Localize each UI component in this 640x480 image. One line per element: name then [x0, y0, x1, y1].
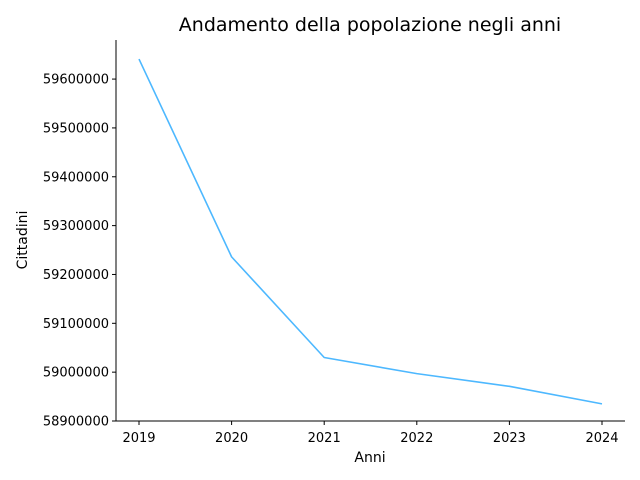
x-tick-label: 2021	[308, 431, 341, 446]
x-tick-label: 2023	[493, 431, 526, 446]
series-line	[138, 58, 603, 405]
plot-area: 58900000 59000000 59100000 59200000 59300000…	[43, 40, 625, 446]
y-tick-label: 59200000	[43, 268, 109, 283]
x-tick-label: 2024	[585, 431, 618, 446]
y-tick-label: 59300000	[43, 219, 109, 234]
y-tick-label: 59000000	[43, 366, 109, 381]
y-tick-label: 59600000	[43, 73, 109, 88]
y-tick-label: 58900000	[43, 415, 109, 430]
y-axis-label: Cittadini	[15, 211, 31, 270]
y-tick-label: 59400000	[43, 170, 109, 185]
x-tick-label: 2020	[215, 431, 248, 446]
x-tick-label: 2019	[122, 431, 155, 446]
x-tick-label: 2022	[400, 431, 433, 446]
y-tick-label: 59100000	[43, 317, 109, 332]
x-axis-label: Anni	[354, 450, 385, 466]
y-tick-label: 59500000	[43, 121, 109, 136]
chart-title: Andamento della popolazione negli anni	[179, 14, 561, 36]
